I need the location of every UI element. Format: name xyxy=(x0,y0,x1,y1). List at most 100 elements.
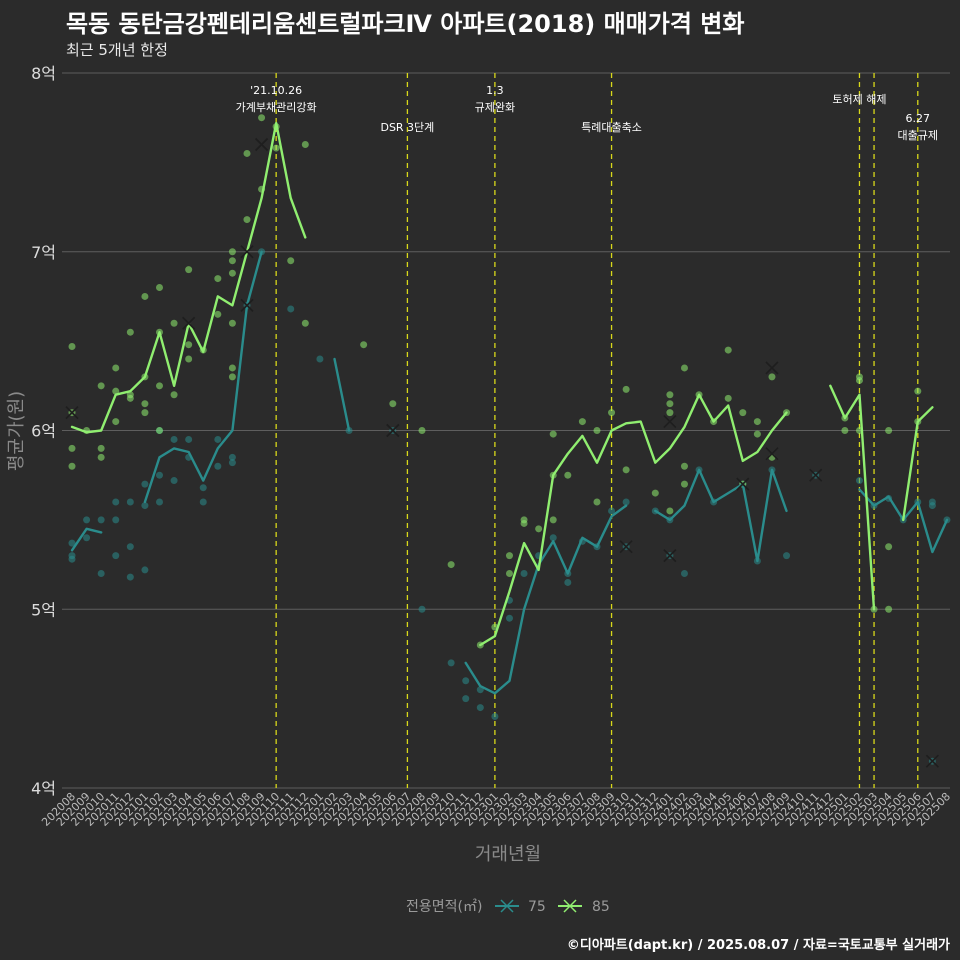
legend-85-cross xyxy=(563,899,577,913)
cross-marker-85 xyxy=(65,406,79,420)
event-annotation: '21.10.26 가계부채관리강화 xyxy=(236,84,317,114)
data-point-85 xyxy=(170,319,178,327)
data-point-75 xyxy=(126,498,134,506)
data-point-85 xyxy=(447,561,455,569)
data-point-85 xyxy=(155,284,163,291)
data-point-85 xyxy=(680,364,688,372)
data-point-85 xyxy=(666,400,674,408)
cross-marker-85 xyxy=(240,245,254,259)
data-point-85 xyxy=(724,346,732,354)
data-point-75 xyxy=(549,534,557,542)
data-point-85 xyxy=(170,391,178,399)
data-point-75 xyxy=(97,516,105,524)
data-point-85 xyxy=(185,266,193,274)
data-point-85 xyxy=(389,400,397,408)
data-point-85 xyxy=(418,427,426,434)
data-point-75 xyxy=(622,498,630,506)
cross-marker-75 xyxy=(925,754,939,768)
data-point-85 xyxy=(243,216,251,224)
data-point-75 xyxy=(564,578,572,586)
data-point-85 xyxy=(97,444,105,452)
data-point-85 xyxy=(593,427,601,434)
data-point-75 xyxy=(228,453,236,461)
event-annotation: 토허제 해제 xyxy=(832,92,886,106)
data-point-85 xyxy=(126,328,134,336)
y-tick-label: 8억 xyxy=(31,64,56,83)
data-point-75 xyxy=(141,480,149,488)
y-axis-label: 평균가(원) xyxy=(6,391,27,471)
data-point-85 xyxy=(505,552,513,560)
y-tick-label: 4억 xyxy=(31,779,56,798)
data-point-85 xyxy=(155,427,163,434)
data-point-85 xyxy=(608,409,616,417)
cross-markers xyxy=(65,137,939,768)
data-point-75 xyxy=(287,305,295,313)
data-point-85 xyxy=(243,149,251,157)
data-point-85 xyxy=(228,373,236,381)
y-axis-ticks: 4억 5억 6억 7억 8억 xyxy=(31,64,56,798)
data-point-85 xyxy=(228,364,236,372)
data-point-85 xyxy=(768,373,776,381)
event-annotation: 특례대출축소 xyxy=(581,121,642,134)
data-point-85 xyxy=(885,427,893,434)
data-point-85 xyxy=(185,341,193,349)
data-point-85 xyxy=(68,462,76,470)
data-point-85 xyxy=(97,453,105,461)
data-point-85 xyxy=(68,342,76,350)
y-tick-label: 7억 xyxy=(31,243,56,262)
data-point-85 xyxy=(680,480,688,488)
data-point-85 xyxy=(578,418,586,426)
data-point-75 xyxy=(228,459,236,467)
data-point-85 xyxy=(753,418,761,426)
data-point-85 xyxy=(228,269,236,277)
event-annotation: 1.3 규제완화 xyxy=(475,84,515,114)
data-point-75 xyxy=(170,477,178,485)
data-point-75 xyxy=(462,695,470,703)
data-point-75 xyxy=(199,498,207,506)
event-annotation: DSR 3단계 xyxy=(380,121,434,134)
x-axis-label: 거래년월 xyxy=(475,844,541,865)
data-point-85 xyxy=(155,382,163,390)
data-point-75 xyxy=(316,355,324,363)
legend-title: 전용면적(㎡) xyxy=(406,899,482,915)
data-point-75 xyxy=(783,552,791,560)
data-point-85 xyxy=(301,141,309,148)
cross-marker-85 xyxy=(255,137,269,152)
cross-marker-85 xyxy=(765,361,779,375)
data-point-85 xyxy=(141,292,149,300)
series-line-85 xyxy=(902,406,934,522)
data-point-85 xyxy=(914,387,922,395)
legend-75-label: 75 xyxy=(528,899,546,915)
gridlines xyxy=(62,72,950,789)
data-point-75 xyxy=(112,498,120,506)
cross-marker-85 xyxy=(663,414,677,429)
data-point-75 xyxy=(97,570,105,577)
data-point-85 xyxy=(228,248,236,256)
data-point-75 xyxy=(928,502,936,510)
data-point-85 xyxy=(287,257,295,265)
series-line-85 xyxy=(479,393,788,647)
data-point-75 xyxy=(214,462,222,470)
source-caption: ©디아파트(dapt.kr) / 2025.08.07 / 자료=국토교통부 실… xyxy=(566,938,950,953)
data-point-85 xyxy=(666,507,674,515)
data-point-75 xyxy=(68,555,76,563)
data-point-85 xyxy=(141,409,149,417)
data-point-85 xyxy=(505,570,513,577)
data-point-85 xyxy=(214,275,222,283)
data-point-85 xyxy=(520,519,528,527)
data-point-85 xyxy=(112,418,120,426)
data-point-85 xyxy=(666,391,674,399)
series-line-75 xyxy=(464,504,628,695)
data-point-85 xyxy=(666,409,674,417)
series-line-75 xyxy=(70,527,103,552)
data-point-75 xyxy=(214,435,222,443)
data-point-75 xyxy=(141,502,149,510)
data-point-75 xyxy=(126,573,134,581)
data-point-75 xyxy=(68,539,76,547)
data-point-85 xyxy=(622,385,630,393)
chart-subtitle: 최근 5개년 한정 xyxy=(66,41,168,59)
series-line-85 xyxy=(70,121,307,434)
cross-marker-75 xyxy=(663,549,677,563)
data-point-85 xyxy=(112,364,120,372)
